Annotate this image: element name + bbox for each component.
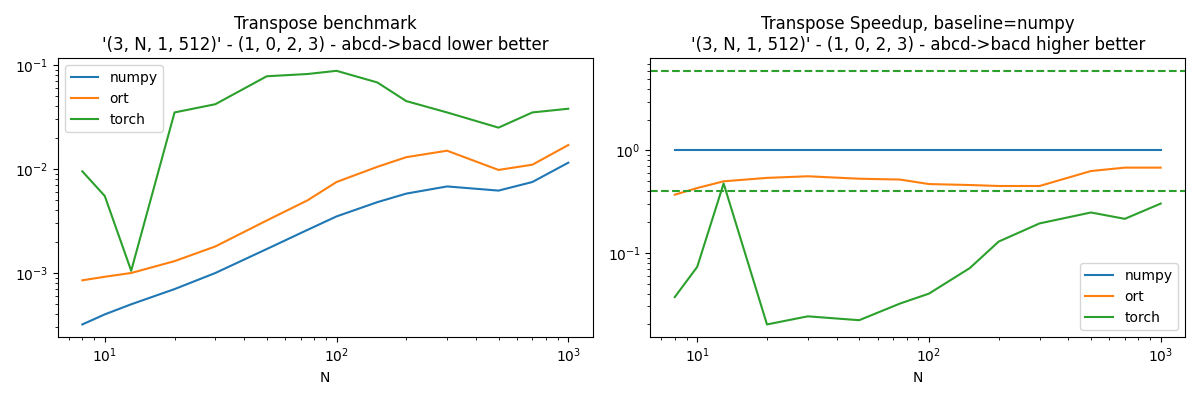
torch bbox=[690, 264, 704, 269]
ort bbox=[893, 177, 907, 182]
torch bbox=[370, 80, 384, 85]
ort bbox=[97, 274, 112, 279]
numpy bbox=[400, 191, 414, 196]
numpy bbox=[167, 287, 181, 292]
ort bbox=[1032, 184, 1046, 188]
torch bbox=[400, 99, 414, 104]
ort bbox=[1084, 169, 1098, 174]
torch bbox=[893, 301, 907, 306]
ort bbox=[1153, 165, 1168, 170]
numpy bbox=[922, 148, 936, 153]
numpy bbox=[800, 148, 815, 153]
ort bbox=[329, 180, 343, 184]
torch bbox=[1032, 221, 1046, 226]
numpy bbox=[124, 302, 138, 307]
Line: torch: torch bbox=[674, 184, 1160, 324]
torch bbox=[208, 102, 222, 107]
numpy bbox=[690, 148, 704, 153]
torch bbox=[491, 125, 505, 130]
ort bbox=[259, 218, 274, 223]
Legend: numpy, ort, torch: numpy, ort, torch bbox=[1080, 263, 1178, 330]
Legend: numpy, ort, torch: numpy, ort, torch bbox=[65, 65, 163, 132]
ort bbox=[370, 164, 384, 169]
torch bbox=[526, 110, 540, 115]
numpy bbox=[370, 200, 384, 204]
Line: numpy: numpy bbox=[83, 163, 569, 324]
ort bbox=[76, 278, 90, 283]
torch bbox=[922, 291, 936, 296]
numpy bbox=[1153, 148, 1168, 153]
ort bbox=[491, 168, 505, 172]
torch bbox=[800, 314, 815, 319]
torch bbox=[440, 110, 455, 115]
torch bbox=[562, 106, 576, 111]
Title: Transpose benchmark
'(3, N, 1, 512)' - (1, 0, 2, 3) - abcd->bacd lower better: Transpose benchmark '(3, N, 1, 512)' - (… bbox=[102, 15, 548, 54]
numpy bbox=[991, 148, 1006, 153]
ort bbox=[167, 259, 181, 264]
ort bbox=[852, 176, 866, 181]
ort bbox=[760, 176, 774, 180]
torch bbox=[329, 68, 343, 73]
ort bbox=[800, 174, 815, 179]
torch bbox=[667, 295, 682, 300]
torch bbox=[300, 72, 314, 76]
ort bbox=[962, 183, 977, 188]
ort bbox=[667, 192, 682, 197]
numpy bbox=[259, 247, 274, 252]
numpy bbox=[1084, 148, 1098, 153]
numpy bbox=[76, 322, 90, 327]
numpy bbox=[491, 188, 505, 193]
Title: Transpose Speedup, baseline=numpy
'(3, N, 1, 512)' - (1, 0, 2, 3) - abcd->bacd h: Transpose Speedup, baseline=numpy '(3, N… bbox=[690, 15, 1145, 54]
X-axis label: N: N bbox=[912, 371, 923, 385]
torch bbox=[167, 110, 181, 115]
ort bbox=[124, 270, 138, 275]
numpy bbox=[760, 148, 774, 153]
numpy bbox=[716, 148, 731, 153]
numpy bbox=[893, 148, 907, 153]
torch bbox=[962, 266, 977, 270]
torch bbox=[716, 181, 731, 186]
numpy bbox=[852, 148, 866, 153]
torch bbox=[1117, 216, 1132, 221]
torch bbox=[991, 239, 1006, 244]
numpy bbox=[329, 214, 343, 219]
ort bbox=[690, 186, 704, 190]
ort bbox=[922, 182, 936, 186]
torch bbox=[259, 74, 274, 79]
ort bbox=[562, 143, 576, 148]
torch bbox=[124, 268, 138, 273]
ort bbox=[208, 244, 222, 249]
numpy bbox=[526, 180, 540, 184]
numpy bbox=[97, 312, 112, 317]
torch bbox=[852, 318, 866, 323]
Line: ort: ort bbox=[674, 168, 1160, 195]
torch bbox=[1153, 201, 1168, 206]
torch bbox=[97, 194, 112, 198]
ort bbox=[400, 155, 414, 160]
ort bbox=[991, 184, 1006, 188]
numpy bbox=[1117, 148, 1132, 153]
numpy bbox=[667, 148, 682, 153]
numpy bbox=[1032, 148, 1046, 153]
numpy bbox=[562, 160, 576, 165]
torch bbox=[1084, 210, 1098, 215]
torch bbox=[76, 169, 90, 174]
ort bbox=[1117, 165, 1132, 170]
numpy bbox=[962, 148, 977, 153]
Line: torch: torch bbox=[83, 71, 569, 271]
numpy bbox=[440, 184, 455, 189]
ort bbox=[300, 198, 314, 203]
numpy bbox=[300, 228, 314, 232]
numpy bbox=[208, 270, 222, 275]
ort bbox=[526, 162, 540, 167]
X-axis label: N: N bbox=[320, 371, 330, 385]
Line: ort: ort bbox=[83, 145, 569, 280]
ort bbox=[716, 179, 731, 184]
ort bbox=[440, 148, 455, 153]
torch bbox=[760, 322, 774, 327]
